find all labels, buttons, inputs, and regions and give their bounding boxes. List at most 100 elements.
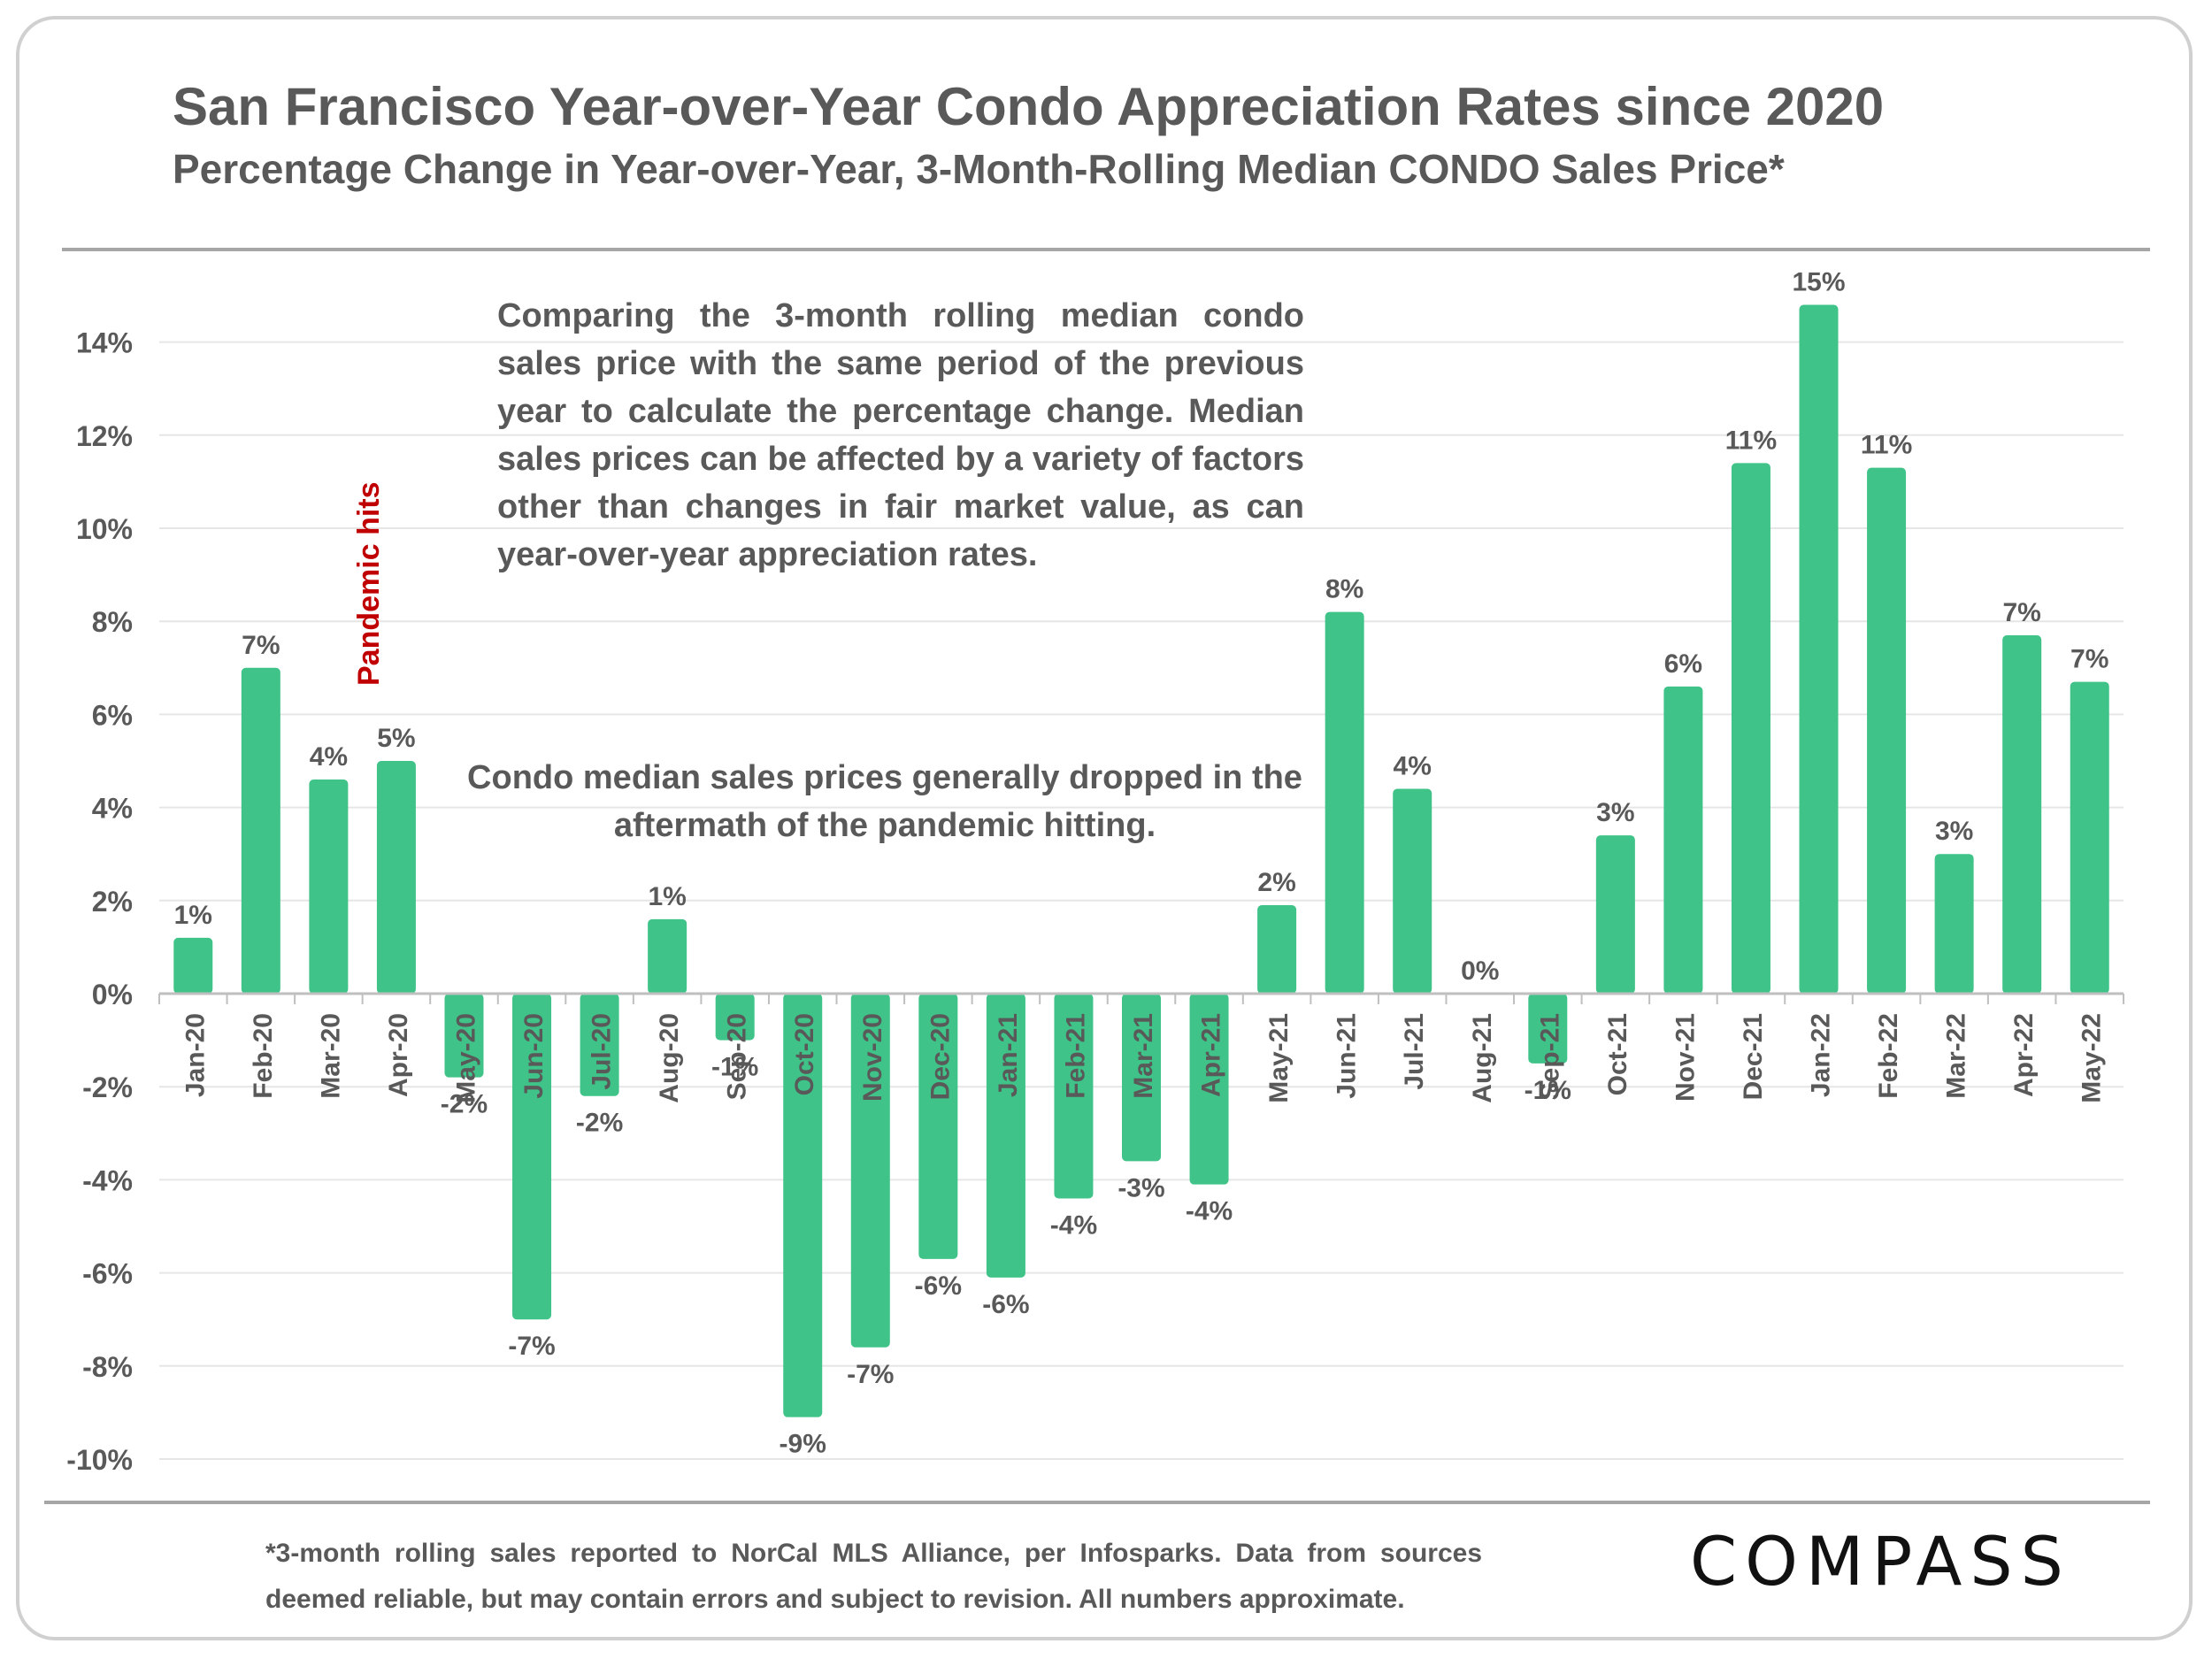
y-tick-label: -10% <box>66 1444 133 1476</box>
bar <box>783 994 823 1417</box>
x-tick-label: Feb-21 <box>1061 1013 1090 1099</box>
chart-subtitle: Percentage Change in Year-over-Year, 3-M… <box>173 146 1785 192</box>
pandemic-hits-annotation: Pandemic hits <box>352 481 386 686</box>
x-tick-label: Mar-22 <box>1942 1013 1971 1099</box>
data-label: 4% <box>310 742 348 772</box>
data-label: 11% <box>1725 426 1777 455</box>
data-label: 2% <box>1257 868 1295 897</box>
x-tick-label: Nov-21 <box>1671 1013 1700 1102</box>
y-tick-label: -4% <box>82 1164 133 1196</box>
methodology-note: Comparing the 3-month rolling median con… <box>497 297 1304 573</box>
data-label: 6% <box>1664 649 1702 679</box>
bar <box>1663 686 1703 994</box>
x-tick-label: Dec-20 <box>926 1013 955 1100</box>
bottom-divider <box>44 1501 2150 1504</box>
bar <box>1393 788 1432 994</box>
data-label: -7% <box>508 1332 555 1361</box>
data-label: 3% <box>1596 798 1634 827</box>
data-label: 5% <box>377 724 415 753</box>
x-tick-label: Feb-20 <box>249 1013 278 1099</box>
x-tick-label: Sep-20 <box>723 1013 752 1100</box>
bar <box>1257 905 1297 994</box>
data-label: 0% <box>1461 956 1499 986</box>
data-label: 7% <box>2070 645 2108 674</box>
x-tick-label: Dec-21 <box>1739 1013 1768 1100</box>
x-tick-label: May-22 <box>2078 1013 2107 1103</box>
bar <box>918 994 958 1259</box>
bar <box>512 994 552 1320</box>
top-divider <box>62 248 2150 251</box>
x-tick-label: Jun-21 <box>1333 1013 1362 1099</box>
data-label: -7% <box>847 1360 894 1389</box>
bar <box>309 780 349 994</box>
bar <box>1731 463 1770 994</box>
data-label: -1% <box>711 1053 758 1082</box>
bar <box>444 994 484 1078</box>
bar <box>2070 681 2109 994</box>
compass-logo: COMPASS <box>1690 1522 2071 1601</box>
x-tick-label: Mar-21 <box>1129 1013 1158 1099</box>
data-label: -6% <box>982 1290 1029 1319</box>
data-label: 8% <box>1325 575 1363 604</box>
y-tick-label: -8% <box>82 1351 133 1383</box>
data-label: 7% <box>2002 598 2040 627</box>
bar <box>715 994 755 1041</box>
data-label: -1% <box>1525 1076 1571 1105</box>
y-tick-label: 2% <box>92 886 133 918</box>
bar <box>850 994 890 1348</box>
bar <box>1867 467 1907 994</box>
chart-title: San Francisco Year-over-Year Condo Appre… <box>173 77 1885 136</box>
x-tick-label: Apr-20 <box>384 1013 413 1097</box>
data-label: 1% <box>174 901 212 930</box>
data-label: 1% <box>648 882 686 911</box>
x-tick-label: Jan-22 <box>1807 1013 1836 1097</box>
bar <box>241 667 280 994</box>
y-tick-label: 14% <box>76 327 133 359</box>
y-tick-label: -2% <box>82 1071 133 1103</box>
bar <box>2002 634 2042 994</box>
data-label: -9% <box>780 1430 826 1459</box>
x-tick-label: Apr-22 <box>2009 1013 2039 1097</box>
x-tick-label: Jan-21 <box>994 1013 1023 1097</box>
data-label: 11% <box>1861 431 1912 460</box>
data-label: -3% <box>1118 1173 1164 1202</box>
x-tick-label: Mar-20 <box>316 1013 345 1099</box>
x-tick-label: Jun-20 <box>519 1013 549 1099</box>
x-tick-label: Feb-22 <box>1874 1013 1903 1099</box>
bar <box>1122 994 1161 1162</box>
data-label: -2% <box>441 1090 488 1119</box>
x-tick-label: May-21 <box>1264 1013 1294 1103</box>
y-tick-label: 4% <box>92 793 133 825</box>
data-label: -4% <box>1050 1210 1097 1240</box>
bar <box>986 994 1025 1278</box>
y-tick-label: 8% <box>92 606 133 638</box>
y-tick-label: 12% <box>76 420 133 452</box>
x-tick-label: Jan-20 <box>180 1013 210 1097</box>
footnote: *3-month rolling sales reported to NorCa… <box>265 1539 1482 1614</box>
bar <box>1054 994 1094 1199</box>
y-tick-label: 0% <box>92 979 133 1010</box>
data-label: 4% <box>1394 752 1432 781</box>
data-label: 15% <box>1792 268 1845 297</box>
x-tick-label: Apr-21 <box>1197 1013 1226 1097</box>
bar <box>1325 611 1364 994</box>
x-tick-label: Jul-20 <box>588 1013 617 1090</box>
bar <box>1595 835 1635 994</box>
x-tick-label: Nov-20 <box>858 1013 887 1102</box>
pandemic-drop-note: Condo median sales prices generally drop… <box>467 759 1302 844</box>
bar <box>173 937 213 994</box>
data-label: -4% <box>1186 1197 1233 1226</box>
x-tick-label: Sep-21 <box>1535 1013 1564 1100</box>
bar <box>376 761 416 994</box>
x-tick-label: Oct-21 <box>1603 1013 1632 1095</box>
bar <box>1934 854 1974 994</box>
data-label: 7% <box>242 631 280 660</box>
y-tick-label: 10% <box>76 513 133 545</box>
x-tick-label: Oct-20 <box>790 1013 819 1095</box>
data-label: -6% <box>915 1271 962 1301</box>
x-tick-label: Jul-21 <box>1400 1013 1429 1090</box>
data-label: -2% <box>576 1109 623 1138</box>
bar <box>580 994 619 1096</box>
bar <box>1528 994 1568 1064</box>
